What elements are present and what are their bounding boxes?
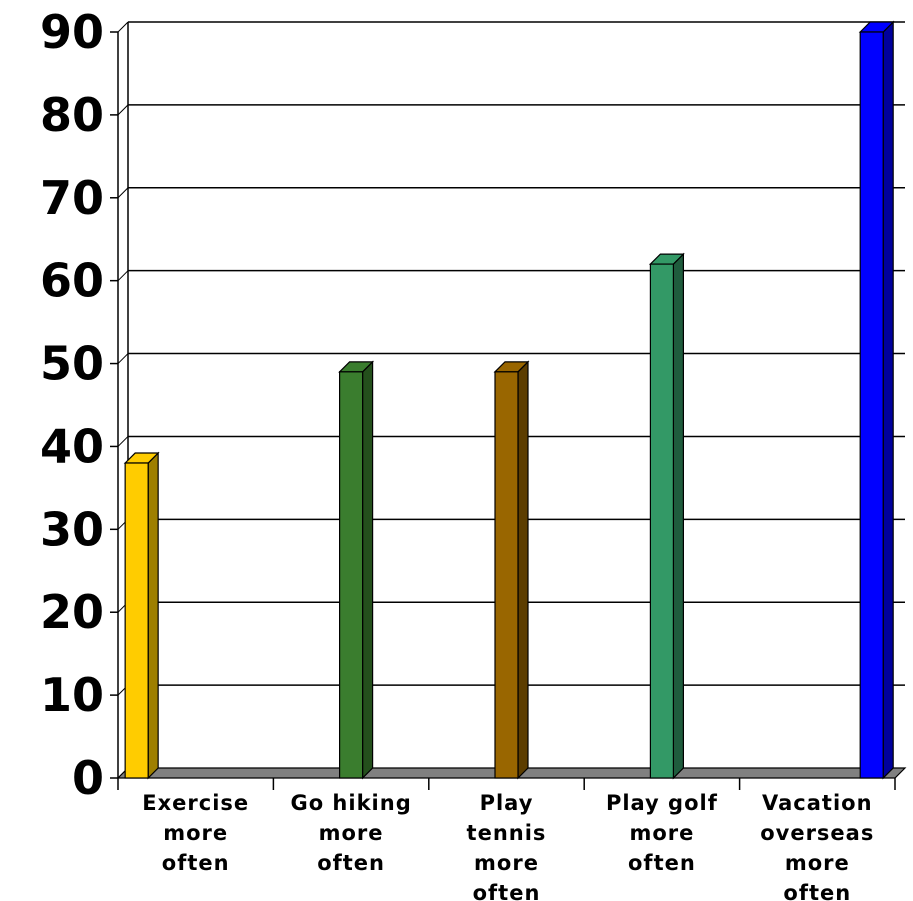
bar-1 (338, 360, 375, 780)
y-tick-label-70: 70 (40, 171, 104, 225)
x-tick-label-line: more (163, 821, 228, 845)
gridlines (128, 21, 905, 686)
bar-0 (123, 451, 160, 780)
bar-front-0 (124, 462, 149, 779)
y-tick-label-50: 50 (40, 337, 104, 391)
x-tick-label-line: Vacation (762, 791, 873, 815)
bar-front-2 (494, 371, 519, 779)
bar-side-2 (517, 360, 529, 780)
x-tick-label-line: Play golf (606, 791, 718, 815)
x-tick-label-line: Exercise (142, 791, 249, 815)
x-tick-label-4: Vacation overseas more often (760, 791, 874, 901)
x-tick-label-2: Play tennis more often (467, 791, 547, 901)
y-tick-connector-90 (117, 21, 129, 33)
x-tick-label-line: more (474, 851, 539, 875)
x-tick-label-line: Play (480, 791, 534, 815)
y-tick-label-10: 10 (40, 668, 104, 722)
bars (123, 20, 895, 780)
x-tick-label-line: tennis (467, 821, 547, 845)
bar-side-3 (672, 252, 685, 780)
x-tick-label-line: often (473, 881, 541, 901)
bar-3 (648, 252, 685, 780)
y-tick-label-20: 20 (40, 585, 104, 639)
y-tick-label-60: 60 (40, 254, 104, 308)
y-tick-label-30: 30 (40, 502, 104, 556)
x-tick-label-line: Go hiking (290, 791, 411, 815)
y-tick-label-90: 90 (40, 5, 104, 59)
y-axis-ticks: 0 10 20 30 40 50 60 70 80 90 (40, 5, 104, 805)
x-tick-label-line: overseas (760, 821, 874, 845)
y-tick-label-40: 40 (40, 419, 104, 473)
bar-front-1 (339, 371, 364, 779)
y-tick-label-0: 0 (72, 751, 104, 805)
bar-2 (493, 360, 530, 780)
x-tick-label-line: more (629, 821, 694, 845)
bar-side-1 (362, 360, 374, 780)
bar-front-3 (649, 263, 675, 779)
y-tick-connector-50 (117, 353, 129, 364)
y-tick-connector-40 (117, 436, 129, 447)
y-tick-connector-70 (117, 187, 129, 199)
x-tick-label-line: more (319, 821, 384, 845)
x-tick-label-3: Play golf more often (606, 791, 718, 875)
y-tick-label-80: 80 (40, 88, 104, 142)
bar-4 (858, 20, 895, 780)
x-tick-label-line: often (162, 851, 230, 875)
x-tick-label-line: often (628, 851, 696, 875)
x-tick-label-line: often (783, 881, 851, 901)
bar-front-4 (859, 31, 884, 779)
y-tick-connector-60 (117, 270, 129, 282)
x-tick-label-1: Go hiking more often (290, 791, 411, 875)
x-axis-labels: Exercise more often Go hiking more often Play t… (142, 791, 874, 901)
bar-side-4 (882, 20, 894, 780)
x-tick-label-0: Exercise more often (142, 791, 249, 875)
y-tick-connector-80 (117, 104, 129, 116)
x-tick-label-line: often (317, 851, 385, 875)
bar-side-0 (147, 451, 159, 780)
x-tick-label-line: more (785, 851, 850, 875)
